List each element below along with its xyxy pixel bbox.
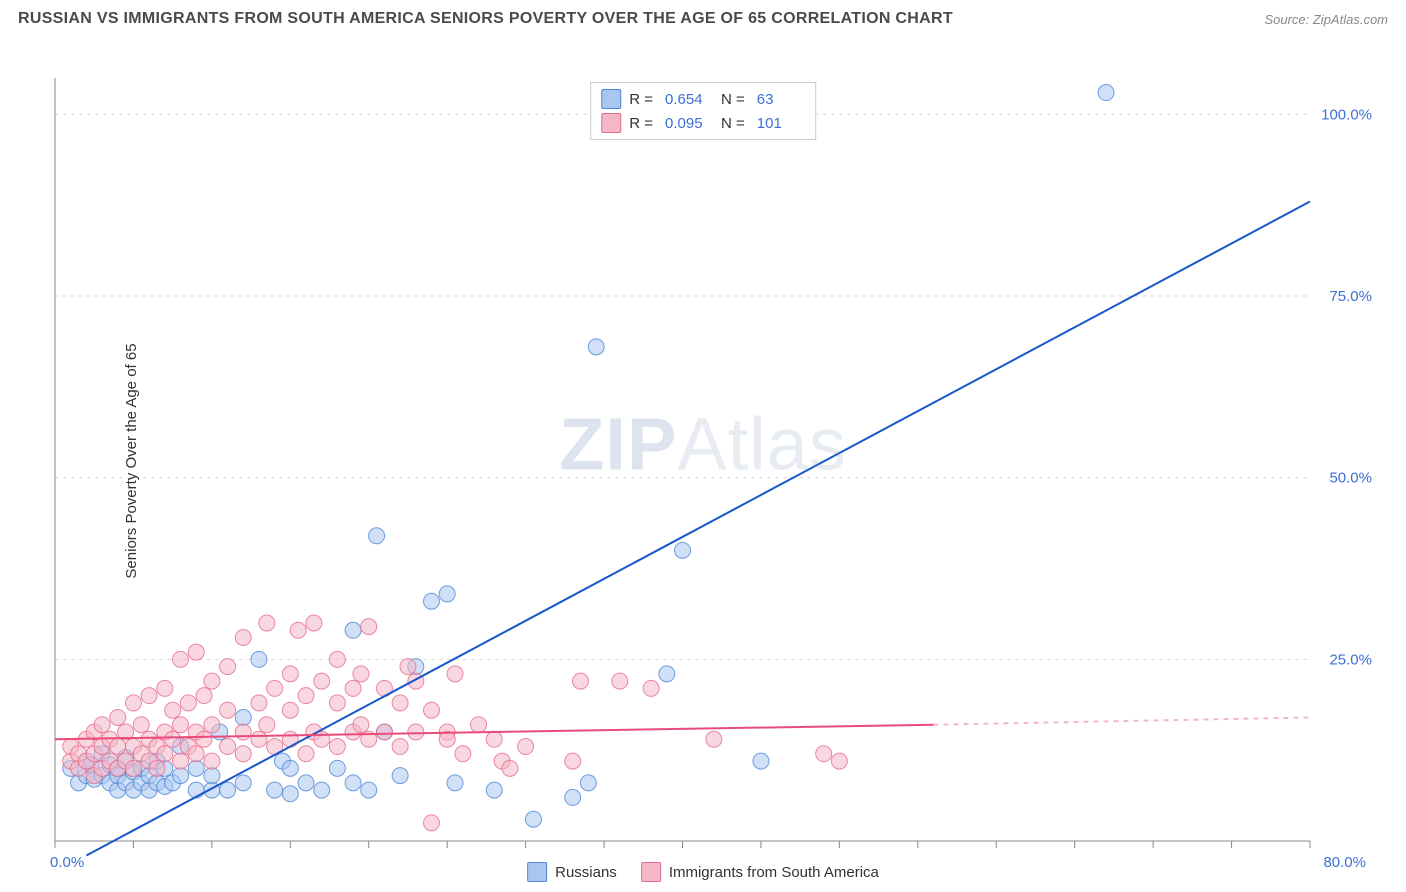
svg-text:0.0%: 0.0% xyxy=(50,854,84,871)
chart-header: RUSSIAN VS IMMIGRANTS FROM SOUTH AMERICA… xyxy=(0,0,1406,36)
series-legend: Russians Immigrants from South America xyxy=(527,862,879,882)
legend-r-value-1: 0.095 xyxy=(665,115,713,132)
chart-title: RUSSIAN VS IMMIGRANTS FROM SOUTH AMERICA… xyxy=(18,10,953,28)
svg-text:75.0%: 75.0% xyxy=(1329,288,1372,305)
y-axis-label: Seniors Poverty Over the Age of 65 xyxy=(123,343,140,578)
swatch-russians xyxy=(527,862,547,882)
correlation-legend: R = 0.654 N = 63 R = 0.095 N = 101 xyxy=(590,82,816,140)
svg-text:25.0%: 25.0% xyxy=(1329,651,1372,668)
legend-r-label: R = xyxy=(629,115,653,132)
legend-n-label: N = xyxy=(721,91,745,108)
scatter-plot: 0.0% 80.0% 25.0% 50.0% 75.0% 100.0% xyxy=(0,36,1406,886)
legend-n-value-1: 101 xyxy=(757,115,805,132)
legend-row-immigrants: R = 0.095 N = 101 xyxy=(601,111,805,135)
chart-container: Seniors Poverty Over the Age of 65 ZIPAt… xyxy=(0,36,1406,886)
svg-text:100.0%: 100.0% xyxy=(1321,106,1372,123)
svg-text:50.0%: 50.0% xyxy=(1329,470,1372,487)
legend-row-russians: R = 0.654 N = 63 xyxy=(601,87,805,111)
swatch-immigrants xyxy=(641,862,661,882)
chart-source: Source: ZipAtlas.com xyxy=(1264,12,1388,27)
legend-r-value-0: 0.654 xyxy=(665,91,713,108)
legend-label-1: Immigrants from South America xyxy=(669,864,879,881)
legend-item-immigrants: Immigrants from South America xyxy=(641,862,879,882)
legend-n-value-0: 63 xyxy=(757,91,805,108)
legend-n-label: N = xyxy=(721,115,745,132)
legend-r-label: R = xyxy=(629,91,653,108)
legend-item-russians: Russians xyxy=(527,862,617,882)
legend-label-0: Russians xyxy=(555,864,617,881)
svg-text:80.0%: 80.0% xyxy=(1323,854,1366,871)
swatch-russians xyxy=(601,89,621,109)
swatch-immigrants xyxy=(601,113,621,133)
